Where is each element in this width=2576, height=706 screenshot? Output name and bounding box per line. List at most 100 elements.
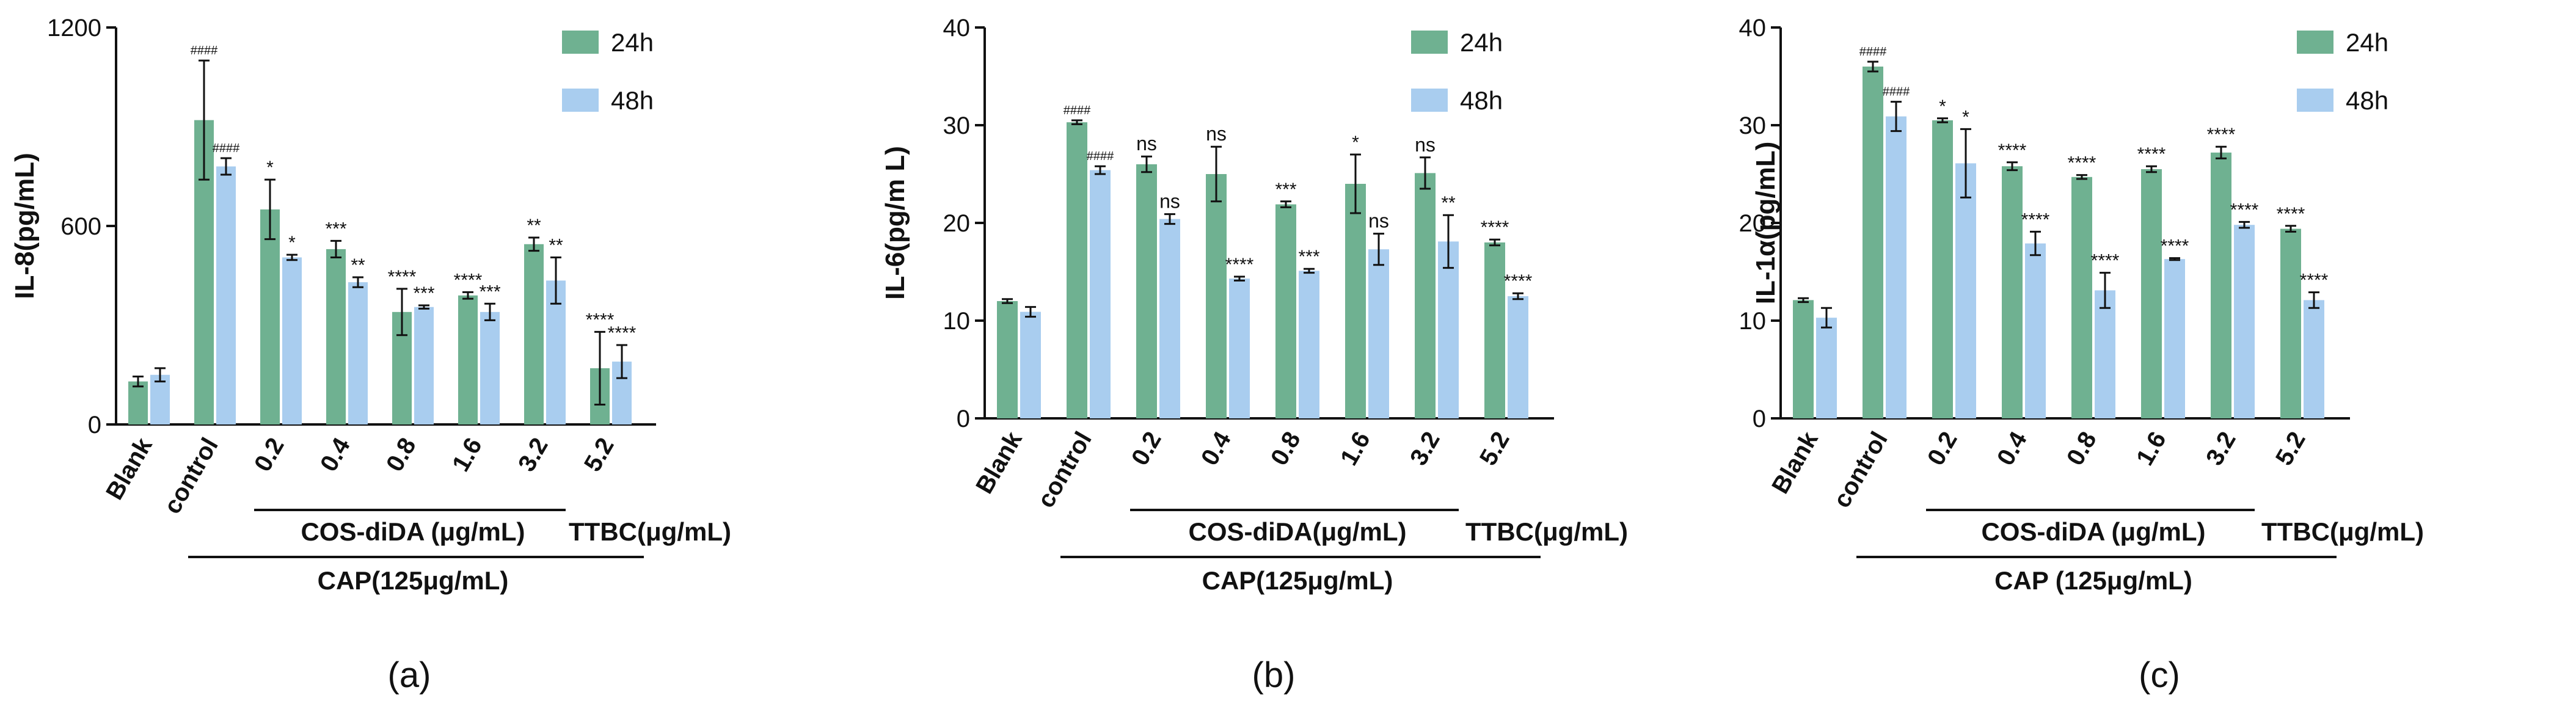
cos-group-label: COS-diDA (μg/mL) (1981, 517, 2205, 546)
cap-group-label: CAP(125μg/mL) (1202, 566, 1393, 595)
legend-label-48h: 48h (1460, 86, 1503, 115)
y-tick-label: 10 (943, 308, 971, 335)
bar-24h (128, 381, 148, 424)
x-tick-label: control (1032, 428, 1097, 512)
significance-label: ns (1368, 210, 1389, 232)
bar-24h (1206, 174, 1227, 418)
x-tick-label: 0.4 (1196, 427, 1236, 470)
significance-label: #### (191, 44, 218, 57)
x-tick-label: 5.2 (1475, 428, 1515, 470)
bar-24h (1484, 242, 1505, 418)
significance-label: ns (1415, 134, 1436, 156)
x-tick-label: Blank (971, 427, 1027, 498)
bar-24h (2071, 176, 2092, 418)
cap-group-label: CAP(125μg/mL) (318, 566, 509, 595)
x-tick-label: 0.2 (249, 434, 290, 476)
bar-48h (282, 257, 302, 424)
ttbc-group-label: TTBC(μg/mL) (2261, 517, 2424, 546)
bar-24h (524, 244, 544, 424)
significance-label: **** (2300, 271, 2329, 291)
cos-group-label: COS-diDA(μg/mL) (1189, 517, 1407, 546)
panel-caption: (a) (388, 655, 431, 695)
legend-label-24h: 24h (611, 28, 654, 57)
significance-label: #### (213, 142, 240, 155)
bar-24h (2002, 166, 2023, 418)
ttbc-group-label: TTBC(μg/mL) (1465, 517, 1628, 546)
significance-label: * (1962, 107, 1969, 127)
significance-label: **** (1225, 255, 1254, 275)
x-tick-label: 3.2 (513, 434, 553, 476)
y-axis-label: IL-1α(pg/mL) (1751, 142, 1781, 305)
significance-label: ** (351, 255, 365, 275)
significance-label: ** (1441, 193, 1456, 213)
significance-label: #### (1859, 45, 1887, 59)
bar-48h (2304, 300, 2324, 418)
panel-b: 0 10 20 30 40 IL-6(pg/m L) Blank #### #### contro… (880, 15, 1628, 695)
legend-label-48h: 48h (2346, 86, 2388, 115)
y-tick-label: 0 (1753, 406, 1766, 432)
significance-label: *** (1298, 247, 1319, 267)
y-tick-label: 600 (60, 213, 101, 240)
significance-label: **** (586, 310, 615, 330)
x-tick-label: Blank (1767, 427, 1823, 498)
bar-48h (1886, 116, 1906, 418)
significance-label: **** (2091, 251, 2120, 271)
y-tick-label: 40 (943, 15, 971, 42)
y-tick-label: 10 (1739, 308, 1767, 335)
cap-group-label: CAP (125μg/mL) (1994, 566, 2192, 595)
bar-24h (1932, 120, 1953, 418)
bar-48h (1368, 249, 1389, 418)
x-tick-label: 5.2 (579, 434, 619, 476)
x-tick-label: 0.8 (1266, 428, 1306, 470)
bar-48h (1020, 311, 1041, 418)
x-tick-label: 0.8 (2062, 428, 2102, 470)
significance-label: ns (1159, 191, 1180, 213)
x-tick-label: 3.2 (2201, 428, 2241, 470)
bar-24h (260, 209, 280, 424)
y-tick-label: 40 (1739, 15, 1767, 42)
bar-24h (1415, 173, 1436, 418)
bar-48h (1816, 318, 1837, 418)
y-tick-label: 30 (1739, 112, 1767, 139)
bar-48h (1229, 278, 1250, 418)
bar-48h (414, 307, 434, 424)
panel-c: 0 10 20 30 40 IL-1α(pg/mL) Blank #### #### contro… (1739, 15, 2424, 695)
bar-48h (348, 282, 368, 424)
bar-48h (150, 374, 170, 424)
significance-label: **** (1481, 217, 1509, 238)
significance-label: *** (413, 283, 434, 304)
y-tick-label: 0 (88, 412, 101, 439)
significance-label: * (1939, 96, 1946, 117)
significance-label: **** (1504, 271, 1533, 291)
bar-48h (1299, 271, 1319, 418)
significance-label: **** (2161, 236, 2189, 257)
x-tick-label: 0.4 (315, 433, 356, 476)
bar-24h (997, 301, 1018, 418)
significance-label: ns (1206, 123, 1227, 145)
bar-48h (2234, 225, 2255, 418)
legend-swatch-24h (1411, 31, 1448, 54)
bar-48h (2095, 290, 2115, 418)
significance-label: * (1352, 133, 1359, 153)
significance-label: #### (1883, 86, 1910, 99)
legend-swatch-48h (1411, 89, 1448, 112)
y-axis-label: IL-6(pg/m L) (880, 146, 910, 300)
bar-48h (480, 311, 500, 424)
bar-24h (1793, 300, 1814, 418)
legend-swatch-48h (562, 89, 599, 112)
significance-label: **** (2230, 200, 2259, 220)
significance-label: #### (1064, 104, 1091, 117)
x-tick-label: control (1828, 428, 1893, 512)
bar-24h (458, 295, 478, 424)
bar-24h (1863, 67, 1883, 418)
x-tick-label: Blank (101, 433, 158, 504)
significance-label: *** (325, 219, 346, 239)
x-tick-label: 0.2 (1126, 428, 1167, 470)
bar-48h (1508, 296, 1528, 418)
bar-48h (1438, 241, 1459, 418)
bar-24h (1136, 164, 1157, 418)
bar-24h (1345, 184, 1366, 418)
significance-label: ** (527, 216, 541, 236)
y-tick-label: 0 (957, 406, 970, 432)
